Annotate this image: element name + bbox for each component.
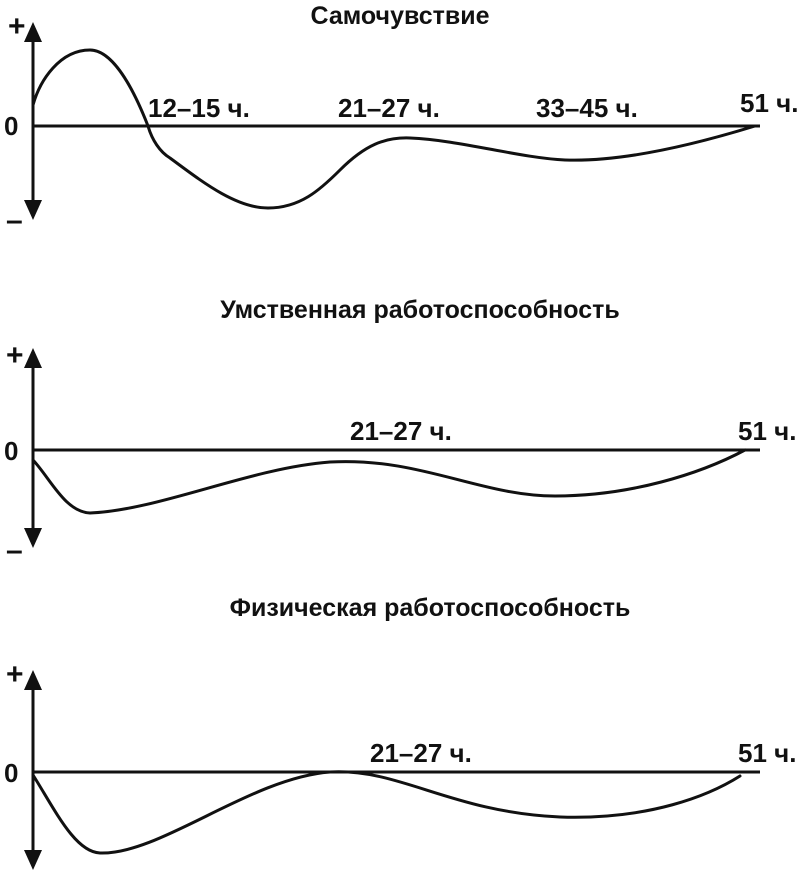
y-axis-arrow-down-icon (24, 850, 42, 870)
chart-panel-wellbeing: Самочувствие + 0 – 12–15 ч. 21–27 ч. 33–… (4, 2, 798, 237)
annotation-label: 21–27 ч. (338, 93, 440, 123)
y-axis-arrow-down-icon (24, 528, 42, 548)
chart-title: Самочувствие (310, 2, 489, 30)
y-plus-label: + (6, 658, 24, 691)
annotation-label: 21–27 ч. (370, 738, 472, 768)
chart-panel-mental: Умственная работоспособность + 0 – 21–27… (4, 296, 796, 567)
y-axis-arrow-up-icon (24, 348, 42, 368)
y-axis-arrow-up-icon (24, 670, 42, 690)
y-plus-label: + (6, 339, 24, 372)
annotation-label: 33–45 ч. (536, 93, 638, 123)
annotation-label: 12–15 ч. (148, 93, 250, 123)
wellbeing-curve (31, 48, 757, 210)
chart-title: Умственная работоспособность (220, 296, 619, 324)
annotation-label: 51 ч. (738, 738, 796, 768)
chart-panel-physical: Физическая работоспособность + 0 21–27 ч… (4, 594, 796, 870)
mental-curve (31, 448, 747, 515)
annotation-label: 21–27 ч. (350, 416, 452, 446)
y-axis-arrow-up-icon (24, 22, 42, 42)
y-zero-label: 0 (4, 436, 18, 466)
annotation-label: 51 ч. (740, 88, 798, 118)
y-minus-label: – (6, 534, 23, 567)
y-zero-label: 0 (4, 758, 18, 788)
y-minus-label: – (6, 204, 23, 237)
y-axis-arrow-down-icon (24, 200, 42, 220)
y-plus-label: + (8, 10, 26, 43)
chart-title: Физическая работоспособность (230, 594, 631, 622)
y-zero-label: 0 (4, 111, 18, 141)
annotation-label: 51 ч. (738, 416, 796, 446)
physical-curve (31, 770, 742, 855)
